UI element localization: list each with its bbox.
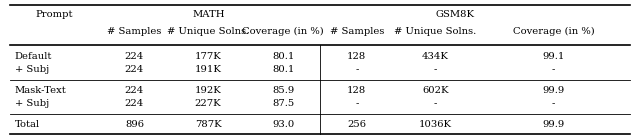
Text: 191K: 191K (195, 66, 221, 74)
Text: 192K: 192K (195, 86, 221, 95)
Text: + Subj: + Subj (15, 99, 49, 108)
Text: + Subj: + Subj (15, 66, 49, 74)
Text: 787K: 787K (195, 120, 221, 129)
Text: 80.1: 80.1 (272, 52, 294, 61)
Text: Prompt: Prompt (36, 10, 73, 19)
Text: -: - (552, 99, 556, 108)
Text: Default: Default (15, 52, 52, 61)
Text: 80.1: 80.1 (272, 66, 294, 74)
Text: 224: 224 (125, 52, 144, 61)
Text: -: - (552, 66, 556, 74)
Text: Coverage (in %): Coverage (in %) (243, 27, 324, 36)
Text: # Samples: # Samples (330, 27, 384, 36)
Text: -: - (355, 66, 358, 74)
Text: 85.9: 85.9 (272, 86, 294, 95)
Text: # Samples: # Samples (108, 27, 161, 36)
Text: # Unique Solns.: # Unique Solns. (167, 27, 249, 36)
Text: Coverage (in %): Coverage (in %) (513, 27, 595, 36)
Text: 99.9: 99.9 (543, 120, 564, 129)
Text: 99.9: 99.9 (543, 86, 564, 95)
Text: -: - (433, 99, 437, 108)
Text: Total: Total (15, 120, 40, 129)
Text: Mask-Text: Mask-Text (15, 86, 67, 95)
Text: 128: 128 (347, 86, 367, 95)
Text: 227K: 227K (195, 99, 221, 108)
Text: 602K: 602K (422, 86, 449, 95)
Text: 1036K: 1036K (419, 120, 452, 129)
Text: 896: 896 (125, 120, 144, 129)
Text: -: - (433, 66, 437, 74)
Text: 256: 256 (348, 120, 366, 129)
Text: 224: 224 (125, 99, 144, 108)
Text: 99.1: 99.1 (543, 52, 564, 61)
Text: 434K: 434K (422, 52, 449, 61)
Text: # Unique Solns.: # Unique Solns. (394, 27, 476, 36)
Text: 224: 224 (125, 86, 144, 95)
Text: 177K: 177K (195, 52, 221, 61)
Text: 224: 224 (125, 66, 144, 74)
Text: MATH: MATH (193, 10, 225, 19)
Text: -: - (355, 99, 358, 108)
Text: 128: 128 (347, 52, 367, 61)
Text: 87.5: 87.5 (272, 99, 294, 108)
Text: 93.0: 93.0 (272, 120, 294, 129)
Text: GSM8K: GSM8K (436, 10, 475, 19)
